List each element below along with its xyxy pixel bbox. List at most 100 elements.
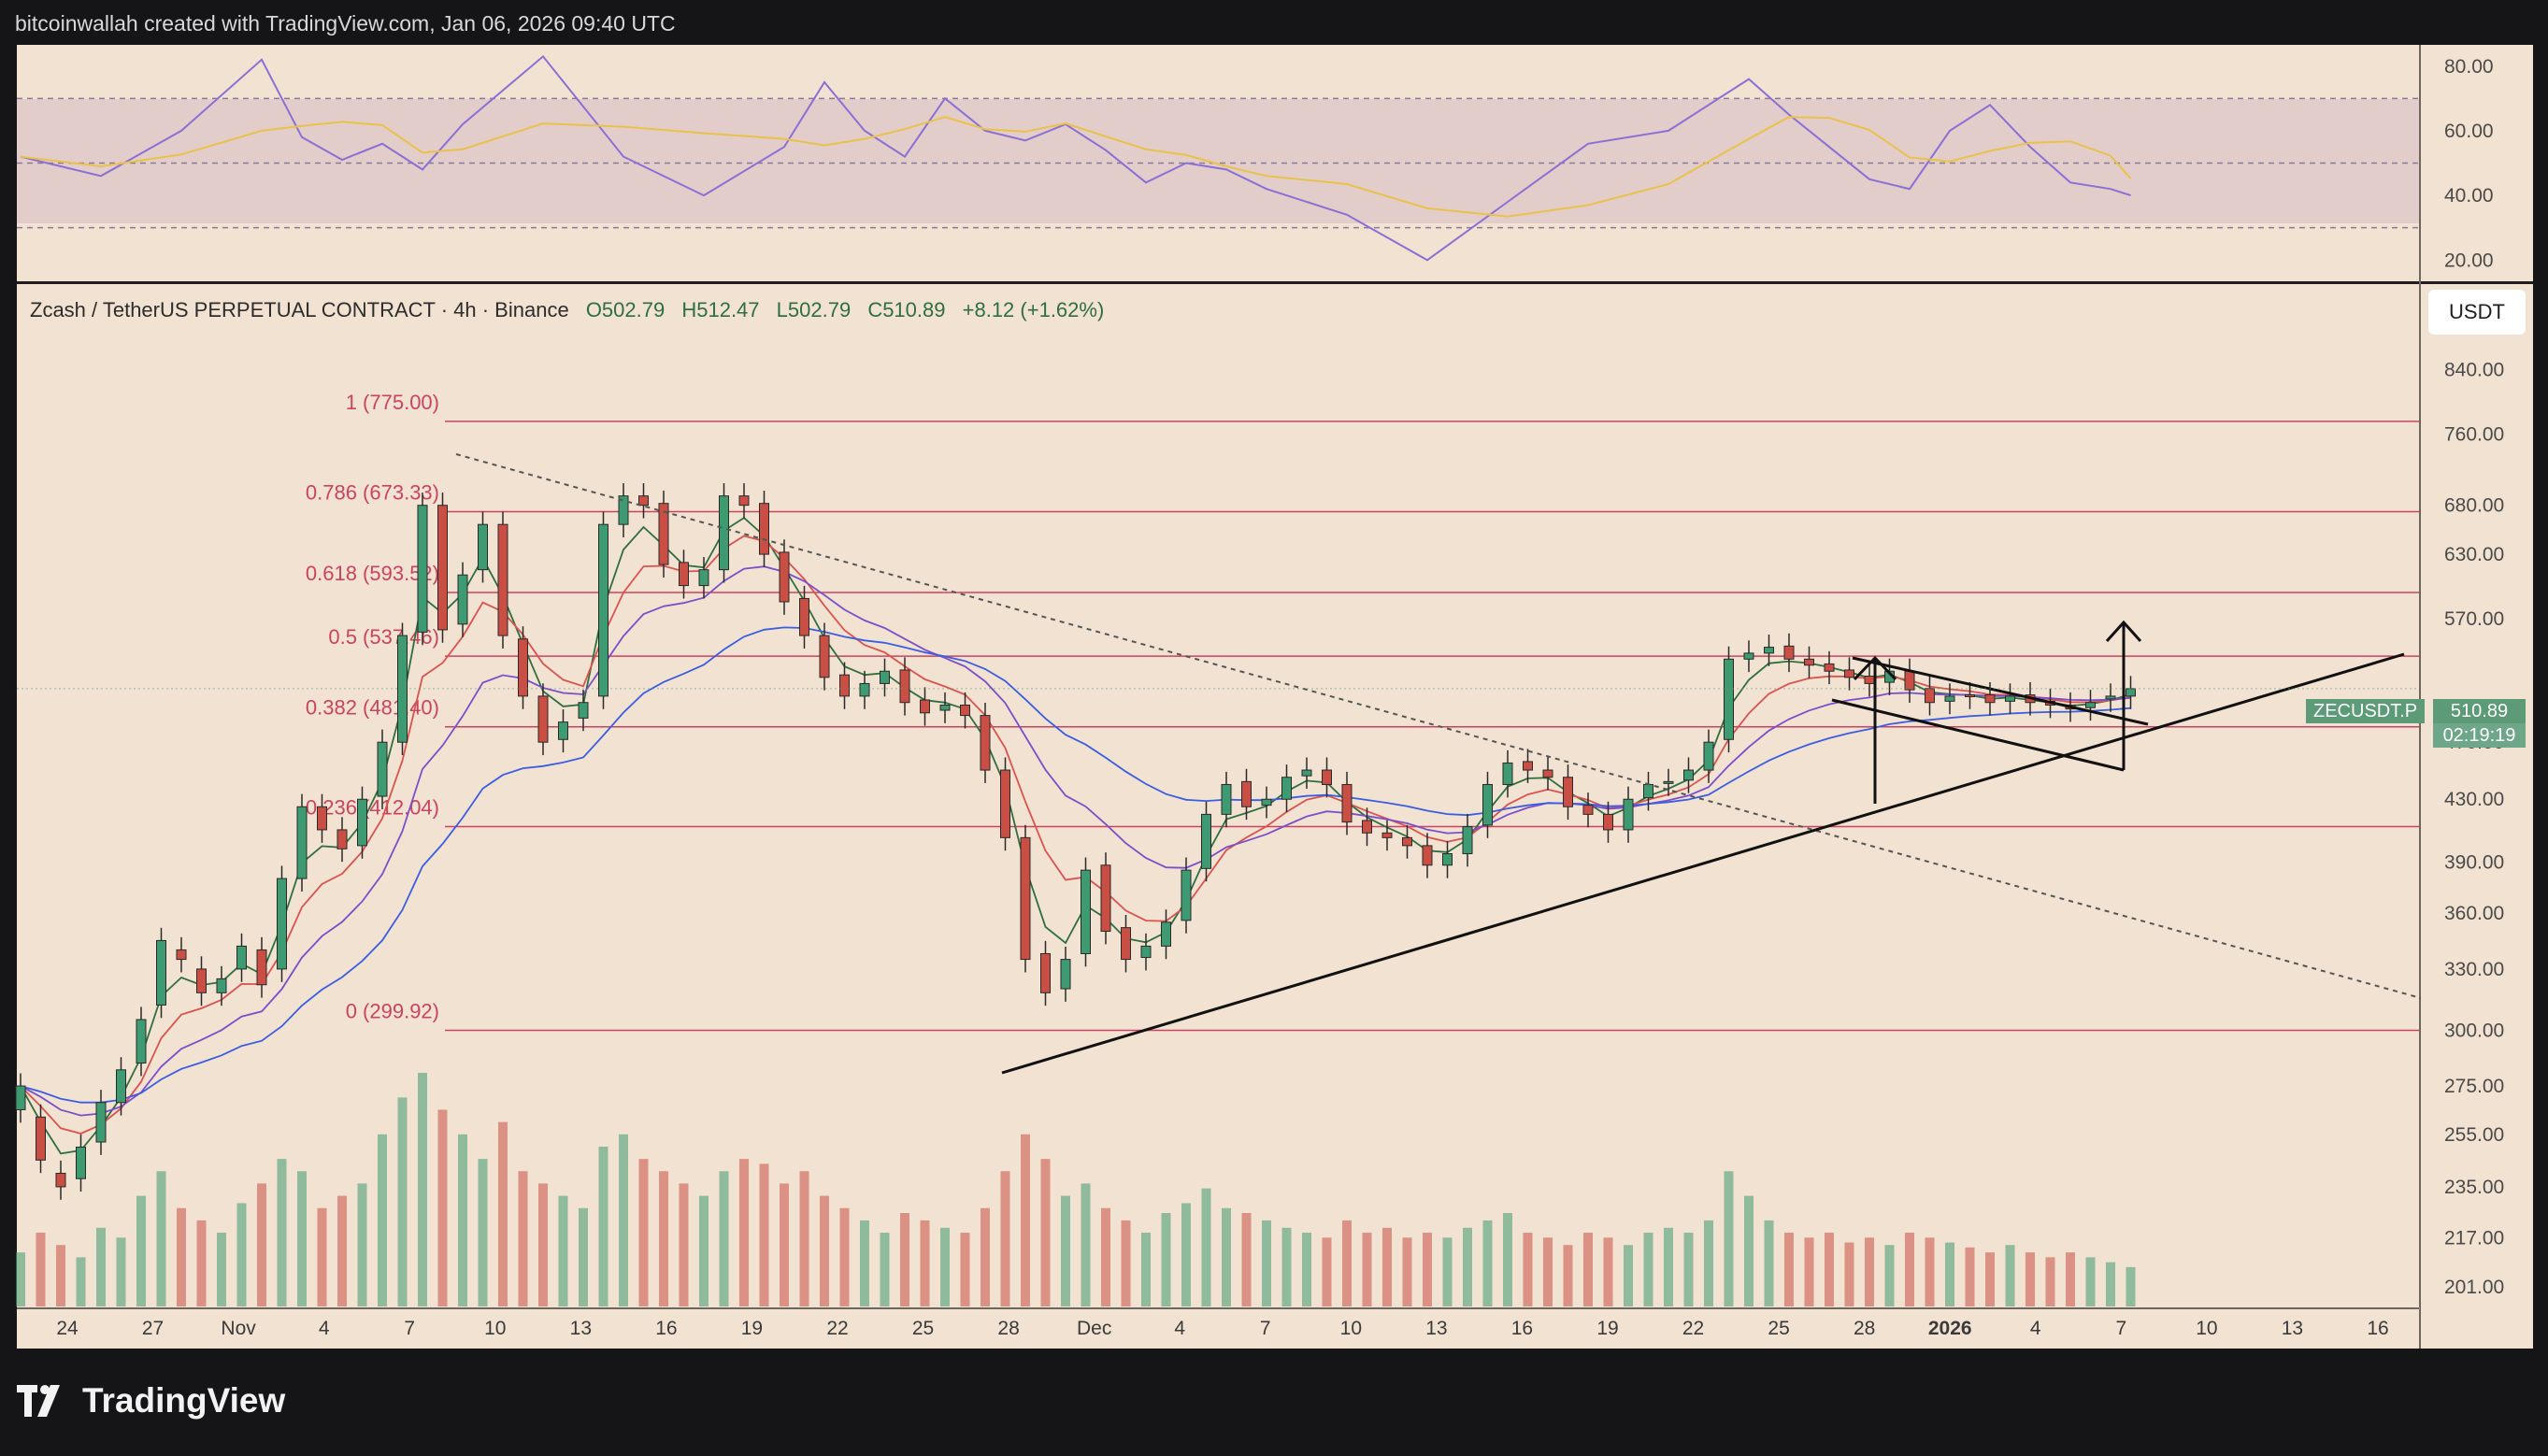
candle-body-84 [1703,741,1714,771]
candle-30 [618,483,629,538]
candle-body-54 [1100,864,1111,933]
brand[interactable]: TradingView [17,1381,285,1420]
fib-label-5: 0.236 (412.04) [306,796,439,820]
volume-bar-86 [1744,1195,1754,1306]
chart-attribution: bitcoinwallah created with TradingView.c… [15,11,676,36]
candle-49 [1000,757,1010,851]
candle-body-64 [1301,769,1312,777]
price-axis-label-2: 760.00 [2444,423,2504,445]
volume-bar-74 [1503,1213,1512,1306]
candle-35 [719,483,729,583]
volume-bar-1 [36,1233,46,1306]
time-axis-label-15: 10 [1340,1318,1362,1339]
candle-body-68 [1381,832,1393,838]
candle-body-42 [859,682,870,697]
candle-37 [759,491,769,567]
candle-body-83 [1683,769,1694,781]
volume-bar-31 [638,1159,649,1306]
rsi-ma-line [20,116,2132,218]
volume-bar-42 [860,1220,869,1306]
tradingview-logo-icon [17,1385,60,1417]
candle-body-86 [1743,652,1754,660]
candles [15,483,2136,1200]
volume-bar-9 [196,1220,207,1306]
time-axis-label-11: 28 [997,1318,1019,1339]
candle-body-9 [196,968,207,993]
ema-slow-line [20,565,2131,1117]
volume-bar-36 [739,1159,749,1306]
volume-bar-10 [217,1233,226,1306]
candle-body-99 [2005,695,2015,702]
volume-bar-78 [1583,1233,1593,1306]
candle-84 [1703,729,1714,783]
candle-body-57 [1161,921,1171,947]
time-axis-label-25: 10 [2196,1318,2217,1339]
volume-bar-24 [498,1121,508,1306]
volume-bar-99 [2005,1245,2015,1306]
volume-bar-19 [397,1097,408,1306]
time-axis-label-8: 19 [741,1318,763,1339]
volume-bar-49 [1000,1171,1010,1306]
price-axis-label-10: 330.00 [2444,959,2504,980]
volume-bar-59 [1201,1188,1211,1306]
volume-bar-39 [799,1171,809,1306]
candle-53 [1081,857,1091,967]
fib-label-0: 1 (775.00) [346,391,439,414]
candle-body-29 [598,523,608,697]
volume-bar-25 [518,1171,528,1306]
price-axis-label-9: 360.00 [2444,903,2504,924]
candle-97 [1965,681,1975,709]
candle-31 [638,483,649,519]
brand-name: TradingView [82,1381,286,1420]
currency-button[interactable]: USDT [2428,290,2526,335]
rsi-axis-labels: 80.00 60.00 40.00 20.00 [2444,56,2494,272]
candle-0 [15,1073,26,1123]
volume-bar-90 [1825,1233,1834,1306]
volume-bar-27 [558,1195,568,1306]
volume-bar-14 [297,1171,307,1306]
volume-bar-58 [1181,1203,1191,1306]
candle-body-0 [15,1085,26,1110]
candle-55 [1121,915,1131,973]
candle-body-30 [618,495,629,525]
candle-1 [36,1104,46,1174]
price-axis-label-16: 201.00 [2444,1277,2504,1298]
volume-bar-93 [1884,1245,1895,1306]
candle-69 [1402,824,1412,859]
volume-bar-38 [780,1183,789,1306]
volume-bar-54 [1101,1207,1110,1306]
candle-9 [196,956,207,1006]
candle-5 [116,1057,126,1116]
candle-64 [1301,757,1312,790]
time-axis-label-9: 22 [826,1318,848,1339]
time-axis-label-22: 2026 [1928,1318,1972,1339]
candle-body-52 [1060,959,1071,990]
candle-body-25 [518,638,528,697]
price-axis-label-8: 390.00 [2444,851,2504,873]
volume-bar-8 [177,1207,186,1306]
candle-body-7 [156,939,166,1006]
candle-19 [397,622,408,756]
volume-bar-101 [2045,1257,2055,1306]
candle-body-27 [558,721,568,740]
candle-body-81 [1643,783,1653,799]
bottom-axis-background [17,1309,2419,1349]
candle-body-78 [1582,805,1594,815]
candle-body-26 [537,695,549,743]
volume-bar-7 [156,1171,166,1306]
volume-bar-87 [1764,1220,1774,1306]
candle-body-75 [1523,761,1533,771]
candle-51 [1040,940,1051,1006]
candle-body-55 [1121,927,1131,961]
candle-79 [1603,801,1613,843]
volume-bar-23 [478,1159,488,1306]
candle-body-66 [1341,783,1353,823]
candle-body-91 [1844,669,1854,678]
candle-body-50 [1020,836,1031,961]
candle-body-35 [719,495,729,571]
candle-18 [377,729,388,809]
price-axis-label-1: 840.00 [2444,360,2504,381]
time-axis-label-23: 4 [2030,1318,2041,1339]
time-axis-label-12: Dec [1077,1318,1111,1339]
volume-bar-13 [277,1159,287,1306]
